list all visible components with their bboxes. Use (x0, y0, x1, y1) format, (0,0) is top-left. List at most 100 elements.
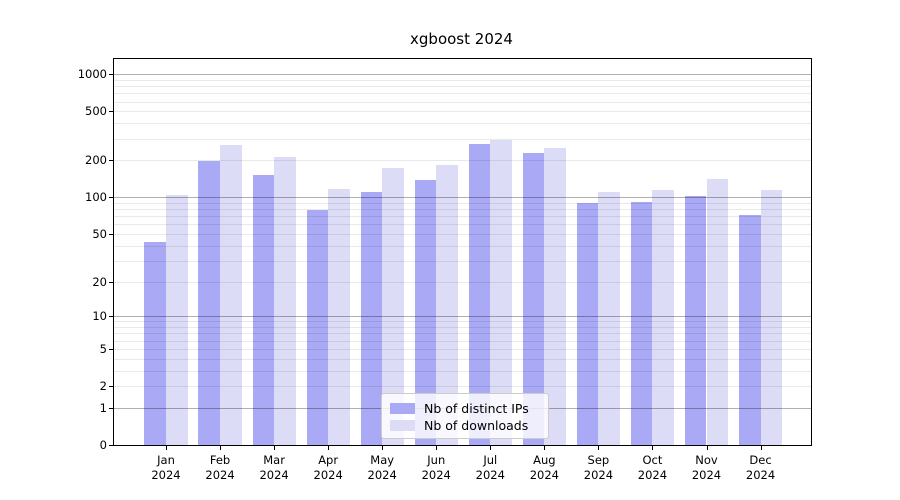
minor-gridline-300 (114, 138, 811, 140)
bar-downloads-apr (328, 188, 350, 445)
downloads-legend-label: Nb of downloads (424, 417, 529, 433)
bar-ips-jan (144, 241, 166, 445)
x-tick-label-apr: Apr 2024 (313, 453, 343, 482)
y-tick-label: 100 (85, 190, 107, 205)
minor-gridline-50 (114, 233, 811, 235)
minor-gridline-500 (114, 111, 811, 113)
bar-ips-may (360, 191, 383, 445)
bar-ips-mar (252, 174, 275, 445)
x-tick-label-jan: Jan 2024 (151, 453, 181, 482)
x-tick-label-feb: Feb 2024 (205, 453, 235, 482)
minor-gridline-8 (114, 327, 811, 329)
minor-gridline-80 (114, 209, 811, 211)
y-tick-label: 5 (99, 341, 107, 356)
chart-title: xgboost 2024 (410, 30, 513, 48)
major-gridline-10 (114, 316, 811, 318)
x-tick-mark (274, 446, 276, 450)
y-tick-label: 50 (92, 226, 107, 241)
bar-ips-aug (522, 152, 545, 445)
minor-gridline-3 (114, 370, 811, 372)
minor-gridline-700 (114, 93, 811, 95)
minor-gridline-800 (114, 86, 811, 88)
major-gridline-100 (114, 197, 811, 199)
bar-ips-oct (630, 201, 653, 445)
bar-downloads-oct (652, 190, 675, 445)
minor-gridline-4 (114, 358, 811, 360)
bar-downloads-aug (544, 147, 566, 445)
minor-gridline-600 (114, 101, 811, 103)
bar-downloads-jun (436, 164, 458, 445)
major-gridline-1000 (114, 74, 811, 76)
x-tick-mark (166, 446, 167, 450)
y-tick-label: 0 (99, 438, 107, 452)
bar-downloads-sep (598, 192, 620, 445)
y-tick-mark (109, 160, 113, 162)
x-tick-label-oct: Oct 2024 (637, 453, 668, 482)
bar-ips-dec (738, 214, 761, 445)
y-tick-mark (109, 445, 113, 446)
x-tick-mark (760, 446, 762, 450)
minor-gridline-5 (114, 348, 811, 350)
distinct-ips-legend-label: Nb of distinct IPs (424, 400, 529, 416)
minor-gridline-900 (114, 79, 811, 81)
y-tick-label: 1 (99, 400, 107, 415)
y-tick-label: 20 (92, 274, 107, 289)
minor-gridline-20 (114, 281, 811, 283)
x-tick-mark (220, 446, 222, 450)
minor-gridline-40 (114, 245, 811, 247)
x-tick-label-aug: Aug 2024 (529, 453, 559, 482)
minor-gridline-200 (114, 160, 811, 162)
y-tick-label: 200 (85, 153, 107, 168)
bar-ips-nov (684, 196, 707, 445)
x-tick-label-mar: Mar 2024 (259, 453, 289, 482)
bar-downloads-may (382, 167, 404, 445)
y-tick-label: 500 (85, 104, 107, 119)
minor-gridline-400 (114, 123, 811, 125)
bar-ips-sep (576, 202, 599, 445)
minor-gridline-9 (114, 321, 811, 323)
x-tick-label-jun: Jun 2024 (421, 453, 451, 482)
bar-ips-jun (414, 180, 437, 445)
y-tick-label: 1000 (77, 67, 107, 82)
downloads-swatch (390, 420, 415, 431)
x-tick-mark (436, 446, 438, 450)
x-tick-label-may: May 2024 (367, 453, 397, 482)
x-tick-label-dec: Dec 2024 (745, 453, 776, 482)
x-tick-mark (652, 446, 654, 450)
y-tick-mark (109, 233, 113, 235)
bar-downloads-nov (706, 178, 729, 445)
x-tick-label-nov: Nov 2024 (691, 453, 722, 482)
bar-downloads-dec (760, 189, 783, 445)
minor-gridline-90 (114, 202, 811, 204)
y-tick-mark (109, 386, 113, 388)
x-tick-mark (706, 446, 708, 450)
y-tick-label: 10 (92, 309, 107, 324)
x-tick-mark (544, 446, 546, 450)
x-tick-label-jul: Jul 2024 (475, 453, 505, 482)
bar-ips-jul (468, 143, 491, 445)
x-tick-mark (598, 446, 600, 450)
y-tick-mark (109, 348, 113, 350)
minor-gridline-60 (114, 224, 811, 226)
bar-downloads-jul (490, 139, 512, 445)
y-tick-mark (109, 281, 113, 283)
bar-downloads-jan (166, 194, 188, 445)
minor-gridline-6 (114, 340, 811, 342)
plot-area: Nb of distinct IPs Nb of downloads 1000 5… (78, 58, 812, 482)
x-tick-mark (382, 446, 384, 450)
y-tick-mark (109, 407, 113, 409)
bar-ips-apr (306, 210, 329, 445)
minor-gridline-70 (114, 216, 811, 218)
bar-downloads-mar (274, 156, 296, 445)
legend-row-downloads: Nb of downloads (390, 417, 540, 434)
legend: Nb of distinct IPs Nb of downloads (381, 393, 549, 439)
y-tick-mark (109, 74, 113, 76)
y-tick-mark (109, 111, 113, 113)
minor-gridline-2 (114, 386, 811, 388)
x-tick-mark (490, 446, 492, 450)
minor-gridline-30 (114, 260, 811, 262)
minor-gridline-7 (114, 333, 811, 335)
legend-row-distinct-ips: Nb of distinct IPs (390, 400, 540, 417)
bar-downloads-feb (220, 144, 242, 445)
y-tick-mark (109, 316, 113, 318)
